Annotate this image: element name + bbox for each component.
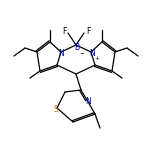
Text: +: + [95, 57, 99, 62]
Text: F: F [86, 28, 90, 36]
Text: N: N [58, 50, 64, 59]
Text: F: F [62, 28, 66, 36]
Text: N: N [89, 50, 95, 59]
Text: −: − [80, 50, 84, 55]
Text: N: N [85, 97, 91, 105]
Text: B: B [74, 43, 79, 52]
Text: S: S [54, 105, 58, 114]
